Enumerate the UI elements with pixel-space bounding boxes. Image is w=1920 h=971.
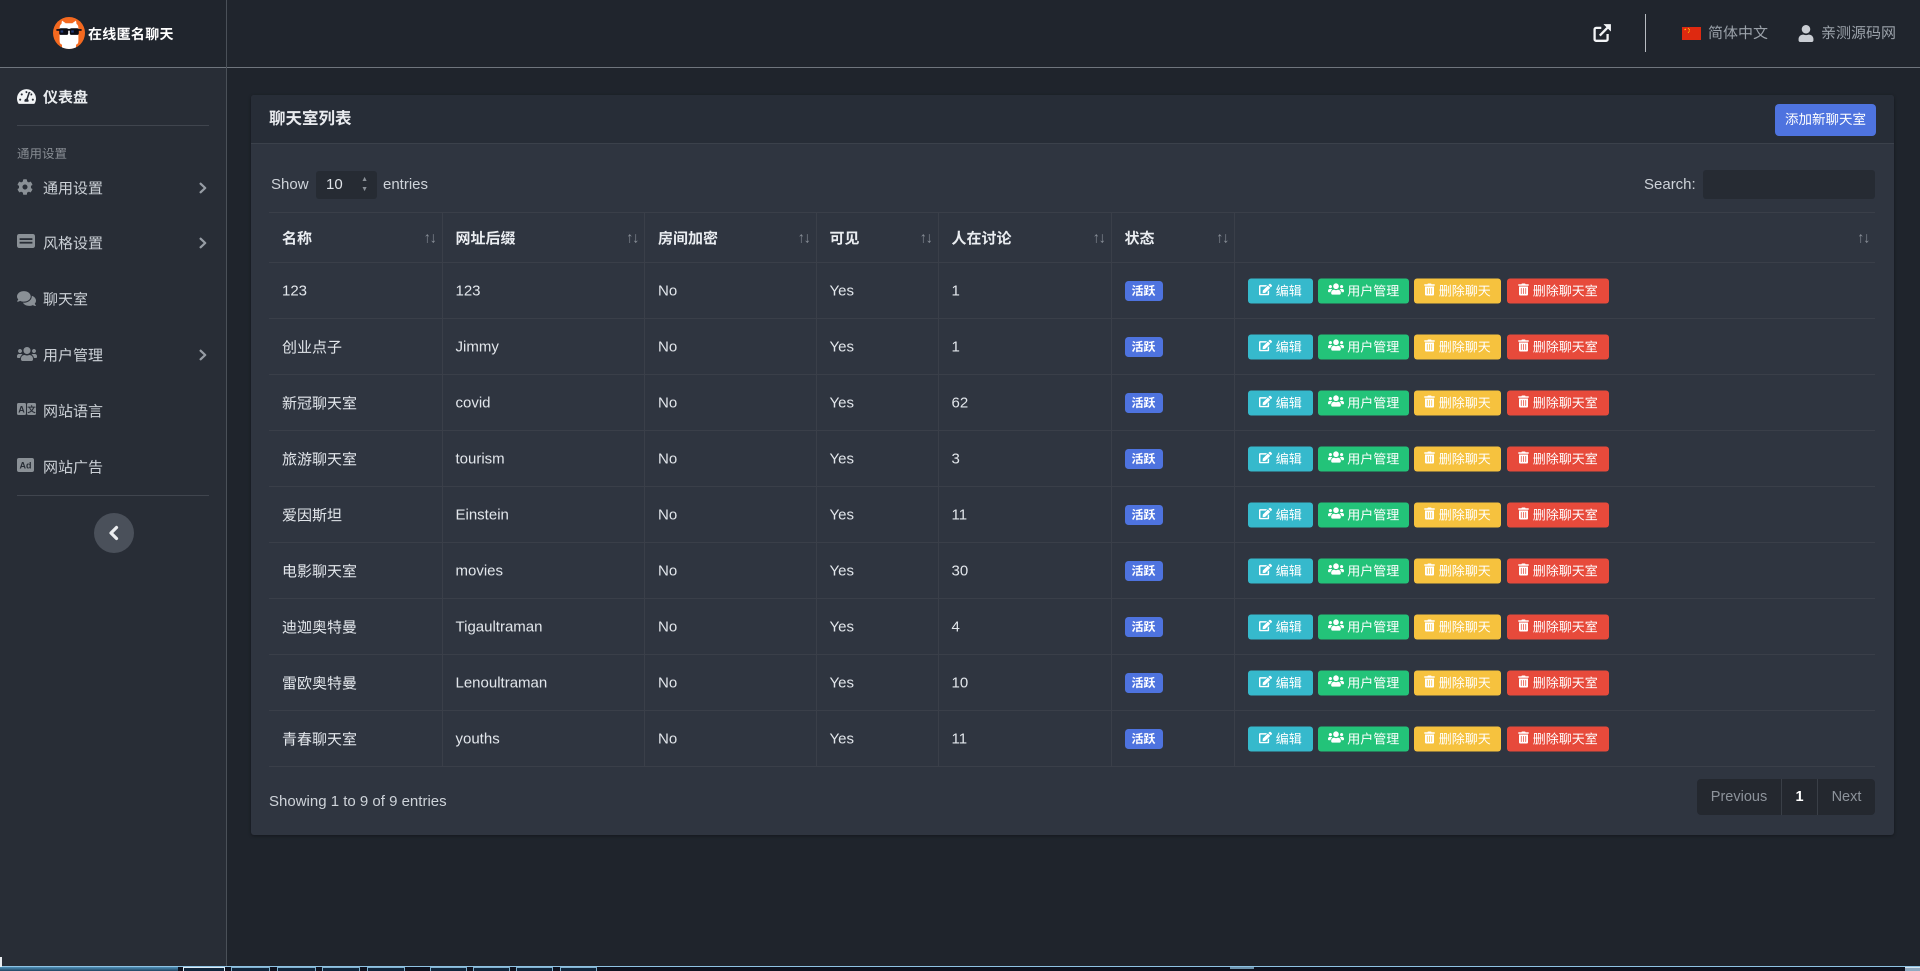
svg-text:A: A [18,404,25,414]
svg-text:文: 文 [27,404,36,416]
svg-text:Ad: Ad [20,461,32,471]
